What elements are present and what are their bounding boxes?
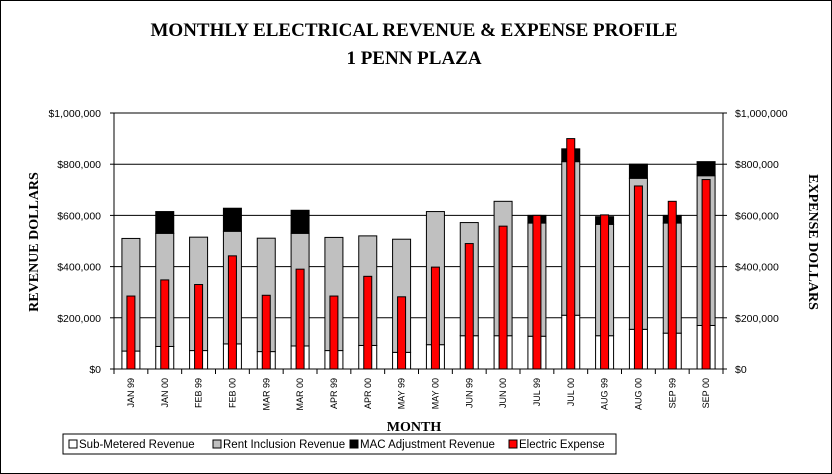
expense-bar xyxy=(633,185,643,370)
y-tick-label-left: $200,000 xyxy=(57,313,101,325)
expense-bar xyxy=(464,243,474,370)
y-tick-label-left: $0 xyxy=(89,364,101,376)
y-tick-label-right: $600,000 xyxy=(735,210,779,222)
x-tick-label: FEB 00 xyxy=(227,378,237,408)
x-tick-label: JUN 99 xyxy=(464,378,474,408)
legend-label: MAC Adjustment Revenue xyxy=(360,439,495,451)
expense-bar xyxy=(430,266,440,370)
x-tick-label: FEB 99 xyxy=(194,378,204,408)
expense-bar xyxy=(194,284,204,370)
legend: Sub-Metered Revenue Rent Inclusion Revenu… xyxy=(62,433,617,455)
bar-segment xyxy=(696,161,716,177)
expense-bar xyxy=(261,294,271,370)
y-axis-left-title: REVENUE DOLLARS xyxy=(27,172,42,312)
y-tick-label-right: $200,000 xyxy=(735,313,779,325)
bar-segment xyxy=(628,163,648,179)
x-tick-label: MAR 00 xyxy=(295,378,305,411)
x-tick-label: APR 00 xyxy=(363,378,373,409)
expense-bar xyxy=(566,138,576,370)
x-tick-label: SEP 00 xyxy=(701,378,711,408)
expense-bar xyxy=(600,214,610,370)
x-tick-label: MAY 99 xyxy=(397,378,407,409)
expense-bar xyxy=(295,268,305,370)
bar-segment xyxy=(155,211,175,234)
x-tick-label: MAR 99 xyxy=(261,378,271,411)
y-axis-right-title: EXPENSE DOLLARS xyxy=(805,174,820,310)
expense-bar xyxy=(498,225,508,370)
x-tick-label: JAN 99 xyxy=(126,378,136,408)
x-tick-label: MAY 00 xyxy=(430,378,440,409)
expense-bar xyxy=(126,295,136,370)
x-tick-label: JUL 99 xyxy=(532,378,542,406)
y-tick-label-right: $0 xyxy=(735,364,747,376)
expense-bar xyxy=(532,214,542,370)
y-tick-label-left: $600,000 xyxy=(57,210,101,222)
y-tick-label-right: $1,000,000 xyxy=(735,108,788,120)
x-tick-label: APR 99 xyxy=(329,378,339,409)
x-tick-label: JAN 00 xyxy=(160,378,170,408)
bar-segment xyxy=(222,207,242,232)
x-tick-label: AUG 00 xyxy=(633,378,643,410)
expense-bar xyxy=(397,296,407,370)
plot-frame xyxy=(113,112,724,370)
expense-bar xyxy=(329,295,339,370)
bar-segment xyxy=(290,209,310,234)
x-tick-label: AUG 99 xyxy=(600,378,610,410)
legend-swatch xyxy=(212,439,222,449)
expense-bar xyxy=(160,279,170,370)
expense-bar xyxy=(701,179,711,370)
x-tick-label: SEP 99 xyxy=(667,378,677,408)
y-tick-label-left: $800,000 xyxy=(57,159,101,171)
chart-title: MONTHLY ELECTRICAL REVENUE & EXPENSE PRO… xyxy=(151,20,678,41)
legend-label: Sub-Metered Revenue xyxy=(79,439,195,451)
legend-swatch xyxy=(508,439,518,449)
y-tick-label-left: $400,000 xyxy=(57,262,101,274)
x-axis-title: MONTH xyxy=(387,420,442,435)
legend-swatch xyxy=(349,439,359,449)
expense-bar xyxy=(227,255,237,370)
legend-swatch xyxy=(68,439,78,449)
expense-bar xyxy=(667,200,677,370)
x-tick-label: JUL 00 xyxy=(566,378,576,406)
legend-label: Rent Inclusion Revenue xyxy=(223,439,345,451)
expense-bar xyxy=(363,275,373,370)
legend-label: Electric Expense xyxy=(519,439,605,451)
y-tick-label-right: $400,000 xyxy=(735,262,779,274)
x-tick-label: JUN 00 xyxy=(498,378,508,408)
plot-area: $0 $0 $200,000 $200,000 $400,000 $400,000 $600… xyxy=(48,108,787,411)
y-tick-label-left: $1,000,000 xyxy=(48,108,101,120)
y-tick-label-right: $800,000 xyxy=(735,159,779,171)
chart-subtitle: 1 PENN PLAZA xyxy=(346,48,481,69)
legend-box xyxy=(62,433,617,455)
